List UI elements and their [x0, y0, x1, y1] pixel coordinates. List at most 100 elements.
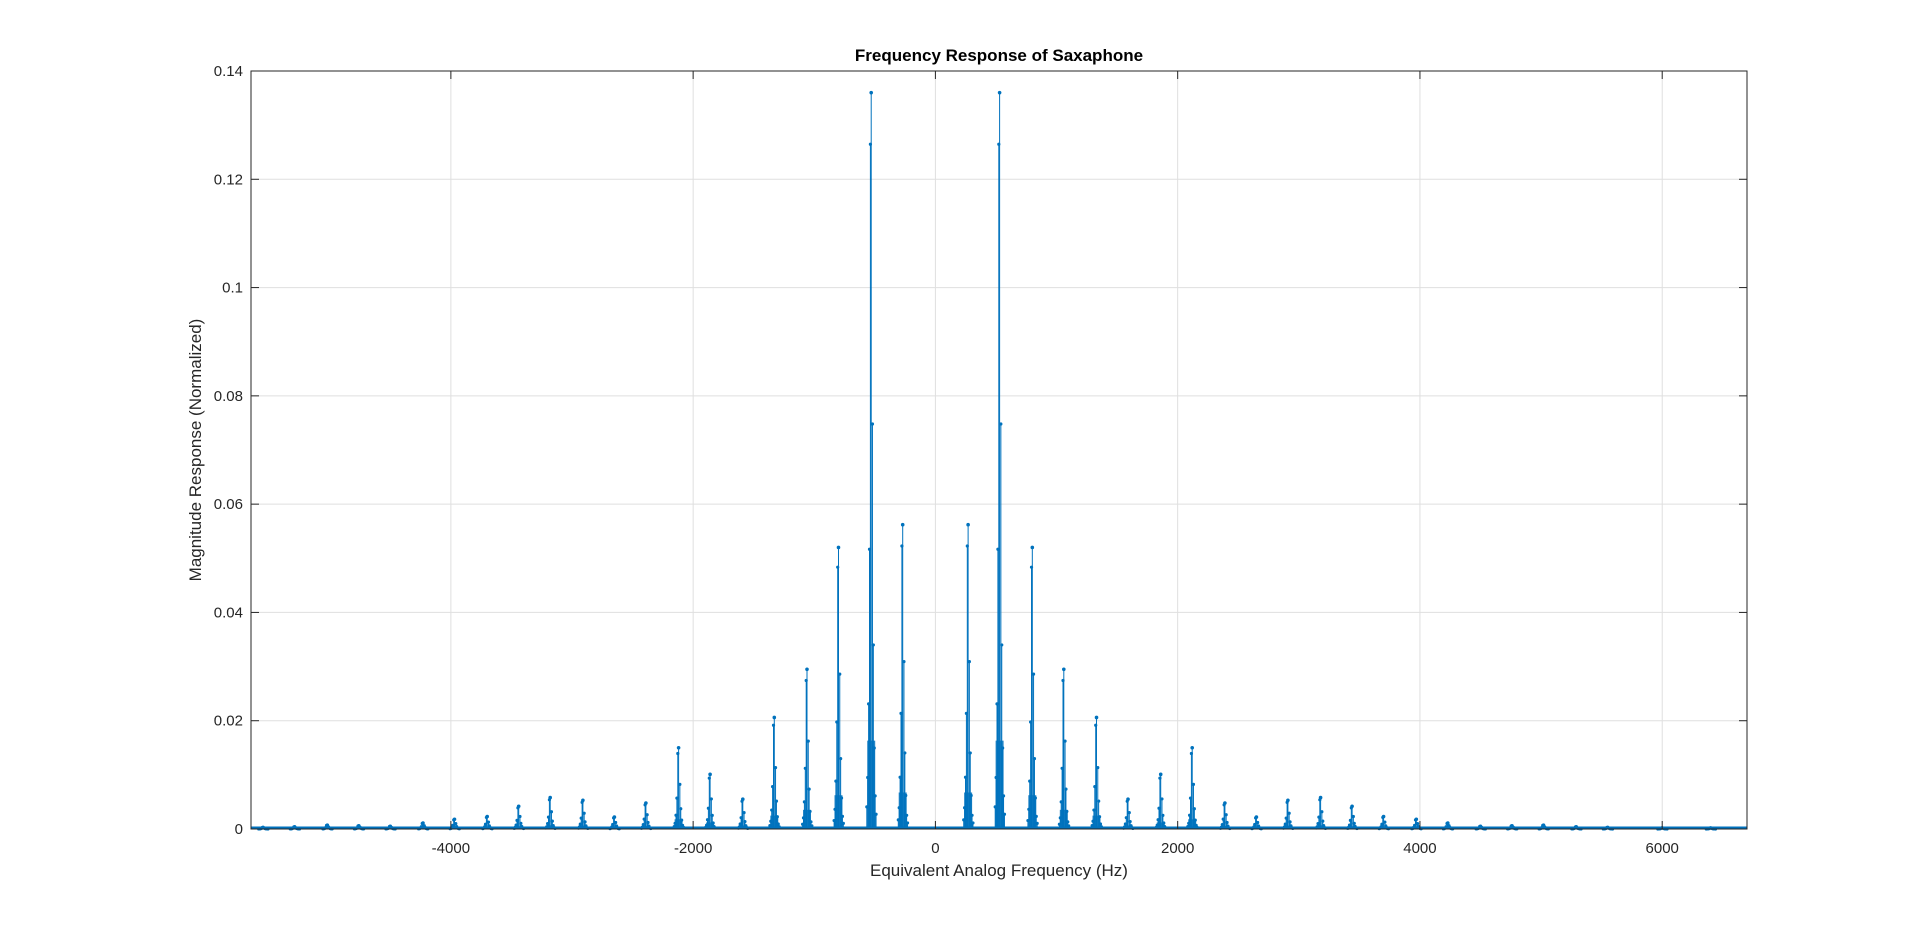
- cluster-base: [1379, 827, 1388, 829]
- sideband-marker: [612, 816, 616, 820]
- stem-cluster: [576, 798, 590, 831]
- sideband-marker: [836, 565, 840, 569]
- sideband-marker: [1195, 825, 1199, 829]
- cluster-base: [1124, 825, 1133, 829]
- cluster-base: [1706, 827, 1715, 829]
- sideband-marker: [1317, 815, 1321, 819]
- cluster-base: [546, 825, 555, 829]
- sideband-marker: [516, 806, 520, 810]
- cluster-base: [1252, 827, 1261, 829]
- cluster-base: [834, 795, 843, 829]
- sideband-marker: [549, 810, 554, 814]
- sideband-marker: [1032, 757, 1037, 761]
- stem-cluster: [1026, 545, 1039, 829]
- sideband-marker: [740, 799, 744, 803]
- sideband-marker: [804, 678, 808, 683]
- cluster-base: [1508, 827, 1517, 829]
- sideband-marker: [771, 723, 776, 727]
- sideband-marker: [1283, 822, 1287, 826]
- sideband-marker: [1222, 803, 1226, 807]
- cluster-base: [1572, 827, 1581, 829]
- x-tick-label: -4000: [432, 840, 470, 857]
- stem-cluster: [1057, 667, 1071, 829]
- sideband-marker: [486, 820, 491, 824]
- sideband-marker: [1318, 798, 1322, 802]
- sideband-marker: [1157, 806, 1161, 810]
- stem-marker: [836, 545, 841, 550]
- sideband-marker: [1192, 807, 1196, 811]
- stem-cluster: [1090, 715, 1103, 829]
- sideband-marker: [1125, 799, 1129, 803]
- sideband-marker: [705, 818, 710, 822]
- stem-marker: [805, 667, 809, 672]
- sideband-marker: [550, 819, 554, 823]
- y-tick-label: 0.02: [214, 713, 243, 730]
- y-tick-label: 0.14: [214, 63, 243, 80]
- stem-marker: [997, 90, 1002, 95]
- sideband-marker: [1256, 820, 1260, 825]
- sideband-marker: [867, 547, 872, 551]
- cluster-base: [770, 815, 779, 829]
- stem-cluster: [704, 772, 717, 830]
- sideband-marker: [641, 822, 645, 827]
- sideband-marker: [967, 660, 971, 664]
- cluster-base: [1092, 815, 1101, 829]
- sideband-marker: [582, 811, 586, 815]
- stem-cluster: [832, 545, 845, 829]
- sideband-marker: [1161, 813, 1165, 817]
- x-axis-label: Equivalent Analog Frequency (Hz): [870, 861, 1128, 880]
- stem-marker: [676, 745, 681, 750]
- sideband-marker: [1029, 565, 1034, 569]
- stem-cluster: [962, 522, 975, 829]
- stem-marker: [1190, 745, 1195, 750]
- x-tick-label: 6000: [1646, 840, 1679, 857]
- cluster-base: [964, 792, 973, 829]
- cluster-base: [1603, 827, 1612, 829]
- sideband-marker: [1031, 672, 1036, 676]
- sideband-marker: [1287, 811, 1291, 815]
- sideband-marker: [484, 815, 489, 820]
- sideband-marker: [777, 825, 781, 829]
- sideband-marker: [1225, 820, 1229, 825]
- sideband-marker: [707, 776, 711, 780]
- sideband-marker: [1383, 820, 1387, 824]
- sideband-marker: [1128, 819, 1132, 824]
- sideband-marker: [452, 818, 456, 822]
- sideband-marker: [1320, 810, 1324, 814]
- sideband-marker: [964, 711, 969, 715]
- sideband-marker: [1285, 800, 1289, 804]
- sideband-marker: [968, 751, 972, 755]
- sideband-marker: [1156, 818, 1160, 822]
- stem-marker: [1158, 772, 1163, 777]
- cluster-base: [738, 825, 747, 829]
- stem-cluster: [896, 522, 910, 829]
- cluster-base: [259, 827, 268, 829]
- stem-marker: [1062, 667, 1066, 672]
- sideband-marker: [643, 803, 647, 807]
- cluster-base: [610, 827, 619, 829]
- cluster-base: [1059, 809, 1068, 829]
- sideband-marker: [841, 821, 845, 825]
- x-tick-label: -2000: [674, 840, 712, 857]
- x-tick-label: 2000: [1161, 840, 1194, 857]
- sideband-marker: [870, 422, 875, 426]
- tick-marks: [251, 70, 1747, 830]
- sideband-marker: [807, 787, 811, 791]
- stem-marker: [869, 90, 874, 95]
- cluster-base: [1316, 825, 1325, 829]
- sideband-marker: [1093, 785, 1097, 789]
- sideband-marker: [868, 142, 873, 146]
- stem-cluster: [321, 823, 334, 831]
- plot-frame: [250, 70, 1748, 830]
- sideband-marker: [770, 785, 775, 789]
- sideband-marker: [1188, 813, 1192, 817]
- sideband-marker: [900, 544, 904, 548]
- sideband-marker: [1063, 739, 1067, 743]
- sideband-marker: [1284, 816, 1288, 820]
- sideband-marker: [709, 797, 713, 801]
- stem-marker: [708, 772, 712, 777]
- chart-title: Frequency Response of Saxaphone: [855, 46, 1143, 65]
- sideband-marker: [674, 813, 678, 817]
- sideband-marker: [642, 817, 646, 821]
- sideband-marker: [1060, 766, 1064, 770]
